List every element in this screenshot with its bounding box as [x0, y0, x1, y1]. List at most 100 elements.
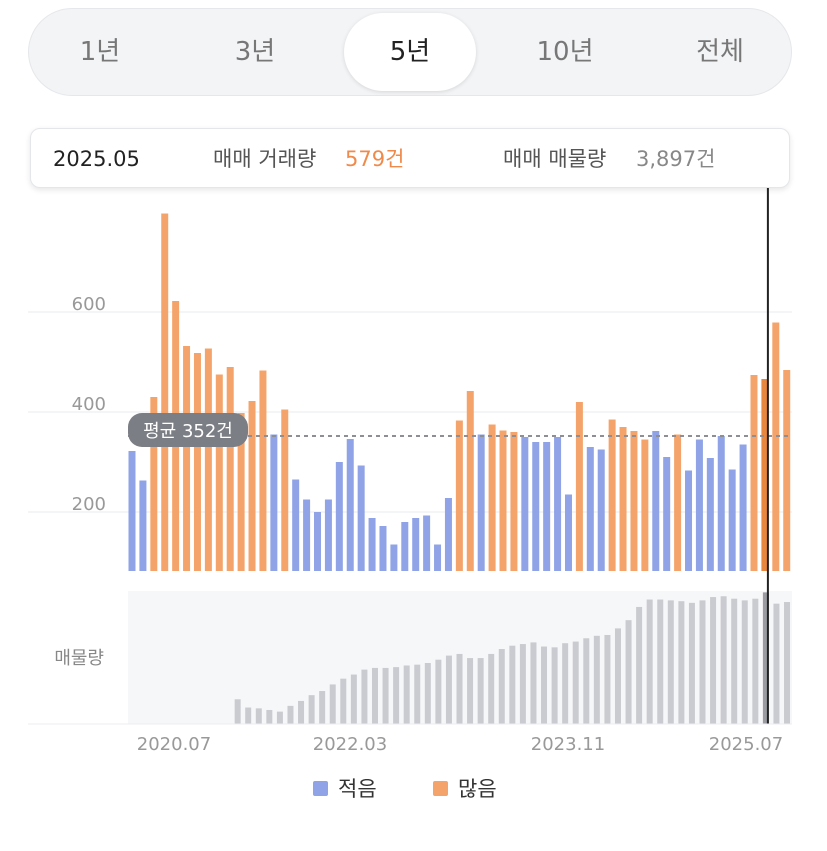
- y-tick-label: 600: [72, 294, 106, 315]
- trade-bar: [303, 499, 311, 571]
- listing-bar: [562, 643, 569, 724]
- listing-bar: [678, 601, 685, 724]
- listing-bar: [688, 602, 695, 724]
- tab-5y[interactable]: 5년: [344, 13, 476, 91]
- trade-bar: [597, 449, 605, 571]
- trade-bar: [237, 413, 245, 571]
- trade-bar: [652, 431, 660, 571]
- trade-bar: [564, 494, 572, 571]
- trade-bar: [204, 348, 212, 571]
- trade-bar: [193, 353, 201, 571]
- trade-bar: [575, 402, 583, 571]
- listing-bar: [614, 628, 621, 724]
- trade-bar: [695, 439, 703, 571]
- trade-bar: [499, 430, 507, 571]
- trade-bar: [728, 469, 736, 571]
- tooltip-listing-label: 매매 매물량: [503, 147, 607, 171]
- trade-bar: [477, 434, 485, 571]
- listing-bar: [255, 708, 262, 724]
- listing-bar: [625, 620, 632, 724]
- listing-bar: [424, 663, 431, 724]
- trade-bar: [554, 437, 562, 571]
- listing-bar: [435, 659, 442, 724]
- trade-bar: [783, 370, 791, 571]
- trade-bar: [772, 322, 780, 571]
- trade-bar: [423, 515, 431, 571]
- trade-bar: [281, 409, 289, 571]
- trade-bar: [259, 370, 267, 571]
- x-tick-label: 2025.07: [709, 734, 783, 755]
- trade-bar: [150, 397, 158, 571]
- listing-bar: [371, 667, 378, 724]
- listing-bar: [403, 665, 410, 724]
- y-axis-ticks: 200 400 600: [72, 294, 106, 515]
- legend-swatch-low: [313, 781, 328, 796]
- tab-10y[interactable]: 10년: [536, 37, 594, 67]
- trade-bar: [532, 442, 540, 571]
- listing-bar: [710, 597, 717, 724]
- trade-bar: [488, 424, 496, 571]
- trade-bar: [161, 213, 169, 571]
- trade-bar: [761, 379, 769, 571]
- listing-bar: [361, 669, 368, 724]
- tab-1y[interactable]: 1년: [79, 37, 121, 67]
- listing-bar: [234, 699, 241, 724]
- tooltip-listing-value: 3,897건: [636, 147, 716, 171]
- x-tick-label: 2023.11: [531, 734, 605, 755]
- legend-label-high: 많음: [458, 777, 497, 801]
- trade-bar: [739, 444, 747, 571]
- listing-bar: [699, 600, 706, 724]
- listing-bar: [276, 711, 283, 724]
- listing-bar: [308, 695, 315, 724]
- trade-bar: [543, 442, 551, 571]
- trade-bar: [226, 367, 234, 571]
- trade-bar: [706, 458, 714, 571]
- trade-bar: [324, 499, 332, 571]
- trade-bars: [128, 213, 791, 571]
- trade-bar: [630, 431, 638, 571]
- listing-bar: [298, 700, 305, 724]
- tab-3y[interactable]: 3년: [234, 37, 276, 67]
- listing-bar: [731, 598, 738, 724]
- listing-bar: [593, 635, 600, 724]
- listing-bar: [551, 647, 558, 724]
- trade-bar: [455, 420, 463, 571]
- trade-bar: [663, 457, 671, 571]
- trade-bar: [412, 518, 420, 571]
- x-tick-label: 2020.07: [137, 734, 211, 755]
- trade-bar: [215, 374, 223, 571]
- trade-bar: [717, 436, 725, 571]
- listing-bar: [604, 634, 611, 724]
- listing-bar: [414, 664, 421, 724]
- trade-bar: [368, 518, 376, 571]
- listing-bar: [382, 667, 389, 724]
- trade-bar: [401, 522, 409, 571]
- y-tick-label: 400: [72, 394, 106, 415]
- legend-swatch-high: [433, 781, 448, 796]
- listing-bar: [741, 600, 748, 724]
- listing-bars: [234, 592, 791, 724]
- trade-bar: [183, 346, 191, 571]
- listing-bar: [773, 603, 780, 724]
- period-selector: 1년 3년 5년 10년 전체: [28, 8, 792, 96]
- trade-volume-chart: 200 400 600 매물량 평균 352건 2020.07 2022.03 2023…: [28, 188, 792, 755]
- listing-bar: [393, 667, 400, 724]
- listing-bar: [340, 678, 347, 724]
- trade-bar: [335, 462, 343, 571]
- trade-bar: [314, 512, 322, 571]
- trade-bar: [357, 465, 365, 571]
- x-axis-ticks: 2020.07 2022.03 2023.11 2025.07: [137, 734, 783, 755]
- trade-bar: [674, 434, 682, 571]
- average-label: 평균 352건: [143, 421, 233, 442]
- trade-bar: [608, 419, 616, 571]
- listing-bar: [319, 691, 326, 724]
- listing-bar: [667, 600, 674, 724]
- listing-bar: [636, 606, 643, 724]
- tab-all[interactable]: 전체: [696, 37, 744, 67]
- trade-bar: [434, 544, 442, 571]
- listing-bar: [572, 641, 579, 724]
- trade-bar: [270, 434, 278, 571]
- listing-bar: [266, 709, 273, 724]
- x-tick-label: 2022.03: [313, 734, 387, 755]
- trade-bar: [128, 451, 136, 571]
